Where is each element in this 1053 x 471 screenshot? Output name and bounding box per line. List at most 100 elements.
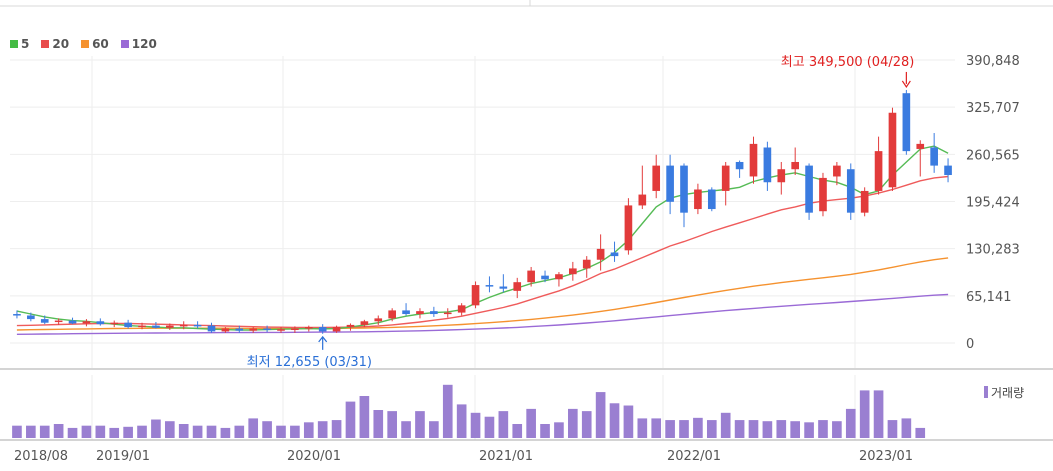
volume-bar — [81, 425, 92, 438]
volume-bar — [748, 420, 759, 438]
legend-swatch-ma5 — [10, 40, 18, 48]
legend-item-ma20[interactable]: 20 — [41, 36, 69, 52]
y-tick-label: 260,565 — [966, 148, 1020, 163]
candle-body — [624, 205, 633, 251]
legend-item-ma60[interactable]: 60 — [81, 36, 109, 52]
legend-item-ma120[interactable]: 120 — [120, 36, 157, 52]
candle-body — [680, 165, 688, 213]
volume-bar — [498, 411, 509, 438]
candle-body — [721, 165, 730, 191]
volume-bar — [220, 427, 231, 438]
volume-bar — [303, 422, 314, 438]
ma20-line — [16, 175, 949, 329]
volume-bar — [317, 421, 328, 438]
candle-body — [652, 165, 661, 191]
chart-legend: 5 20 60 120 — [10, 36, 157, 52]
x-tick-label: 2023/01 — [859, 449, 913, 464]
volume-bar — [373, 410, 384, 438]
volume-bar — [26, 425, 36, 438]
candle-body — [207, 325, 216, 332]
volume-bar — [595, 392, 606, 438]
candle-body — [304, 327, 313, 329]
candle-body — [68, 320, 77, 324]
candle-body — [291, 328, 299, 331]
candle-body — [318, 327, 327, 332]
volume-bar — [581, 411, 592, 438]
candle-body — [805, 165, 813, 213]
candle-body — [527, 270, 535, 283]
y-tick-label: 390,848 — [966, 54, 1020, 69]
candle-body — [249, 328, 258, 331]
volume-bar — [484, 416, 495, 438]
candle-body — [874, 151, 883, 191]
volume-bar — [470, 412, 481, 438]
volume-bar — [804, 422, 814, 438]
candle-body — [138, 325, 146, 328]
volume-bar — [693, 417, 703, 438]
volume-bar — [915, 427, 926, 438]
volume-bar — [706, 420, 717, 438]
volume-bar — [248, 418, 259, 438]
candle-body — [332, 327, 341, 332]
volume-bar — [109, 427, 120, 438]
y-tick-label: 65,141 — [966, 290, 1012, 305]
volume-bar — [429, 421, 439, 438]
volume-bar — [651, 418, 662, 438]
candle-body — [110, 322, 119, 325]
volume-bar — [67, 427, 78, 438]
candle-body — [457, 305, 466, 313]
volume-bar — [234, 425, 245, 438]
candle-body — [13, 314, 21, 316]
volume-bar — [540, 424, 550, 438]
candle-body — [402, 310, 410, 315]
volume-bar — [665, 420, 675, 438]
volume-bar — [442, 384, 453, 438]
volume-bar — [734, 420, 745, 438]
volume-bar — [901, 418, 912, 438]
ma60-line — [16, 257, 949, 331]
candle-body — [735, 161, 744, 170]
volume-bar — [290, 425, 300, 438]
volume-bar — [762, 421, 773, 438]
legend-label-ma20: 20 — [52, 37, 70, 51]
y-tick-label: 130,283 — [966, 243, 1020, 258]
ma5-line — [16, 145, 949, 331]
candle-body — [944, 165, 952, 176]
candle-body — [569, 268, 577, 275]
volume-bar — [387, 411, 397, 438]
legend-swatch-ma120 — [120, 40, 129, 48]
volume-bar — [637, 418, 648, 438]
volume-bar — [192, 425, 203, 438]
legend-item-ma5[interactable]: 5 — [10, 36, 29, 52]
volume-bar — [331, 420, 342, 438]
candle-body — [27, 315, 35, 320]
volume-bar — [887, 420, 898, 438]
volume-bar — [137, 425, 147, 438]
candle-body — [902, 93, 911, 152]
candle-body — [124, 322, 132, 328]
x-tick-label: 2021/01 — [479, 449, 533, 464]
candle-body — [416, 311, 424, 315]
volume-bar — [151, 419, 161, 438]
candle-body — [791, 161, 800, 170]
volume-bar — [512, 424, 523, 438]
legend-label-ma120: 120 — [131, 37, 157, 51]
volume-bar — [53, 424, 64, 438]
volume-bar — [776, 420, 787, 438]
x-tick-label: 2022/01 — [667, 449, 721, 464]
candle-body — [749, 143, 758, 177]
volume-label-swatch — [984, 386, 988, 398]
volume-bar — [206, 425, 217, 438]
candle-body — [54, 320, 63, 323]
volume-bar — [623, 405, 634, 438]
volume-label: 거래량 — [991, 386, 1024, 400]
volume-bar — [95, 425, 106, 438]
volume-bar — [526, 408, 536, 438]
volume-bar — [359, 396, 370, 438]
candle-body — [610, 252, 619, 257]
candle-body — [888, 112, 897, 188]
volume-bar — [276, 425, 286, 438]
candle-body — [235, 328, 244, 331]
volume-bar — [554, 422, 564, 438]
